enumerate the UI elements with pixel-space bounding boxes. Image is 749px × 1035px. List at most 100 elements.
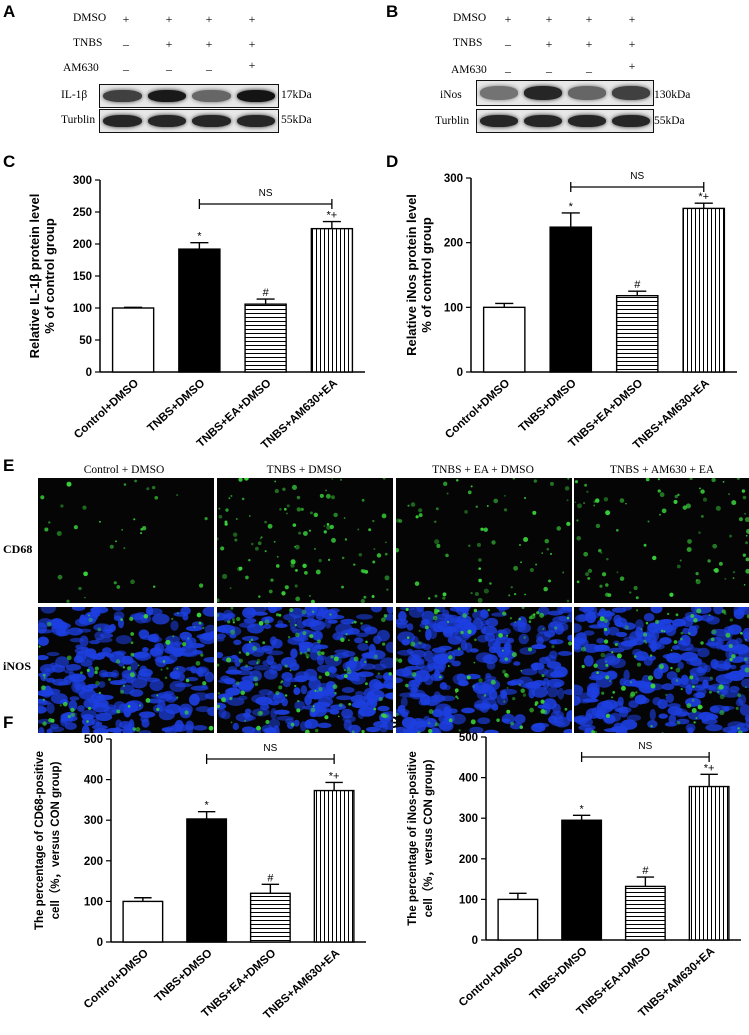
marker-dot: [605, 713, 610, 718]
marker-dot: [116, 585, 121, 589]
nucleus-dot: [145, 607, 154, 616]
panel-label-e: E: [3, 456, 15, 475]
marker-dot: [129, 672, 135, 678]
nucleus-dot: [742, 627, 749, 639]
marker-dot: [467, 490, 472, 495]
marker-dot: [652, 555, 657, 561]
marker-dot: [490, 679, 496, 685]
marker-dot: [410, 641, 416, 647]
nucleus-dot: [138, 711, 156, 718]
marker-dot: [581, 664, 585, 669]
marker-dot: [66, 599, 70, 603]
marker-dot: [315, 569, 321, 575]
nucleus-dot: [217, 633, 226, 639]
ns-label: NS: [259, 188, 273, 199]
blot-a-strip-il1b: [99, 84, 279, 108]
nucleus-dot: [259, 703, 270, 711]
marker-dot: [295, 568, 298, 572]
nucleus-dot: [513, 661, 521, 666]
nucleus-dot: [585, 708, 601, 719]
nucleus-dot: [430, 694, 446, 703]
marker-dot: [217, 663, 220, 667]
marker-dot: [611, 651, 614, 654]
marker-dot: [275, 564, 280, 568]
y-tick-label: 200: [459, 854, 478, 866]
nucleus-dot: [38, 636, 49, 646]
marker-dot: [687, 632, 691, 635]
nucleus-dot: [629, 678, 637, 687]
blot-a-sign: –: [206, 62, 212, 76]
nucleus-dot: [188, 693, 200, 706]
marker-dot: [364, 660, 367, 664]
nucleus-dot: [281, 672, 293, 681]
marker-dot: [455, 695, 458, 699]
nucleus-dot: [497, 649, 516, 661]
nucleus-dot: [263, 623, 272, 629]
marker-dot: [658, 663, 665, 669]
nucleus-dot: [302, 705, 318, 710]
nucleus-dot: [253, 664, 271, 671]
nucleus-dot: [474, 703, 493, 709]
nucleus-dot: [386, 607, 393, 614]
marker-dot: [498, 633, 503, 638]
nucleus-dot: [360, 663, 376, 670]
marker-dot: [729, 618, 733, 622]
nucleus-dot: [181, 635, 191, 642]
nucleus-dot: [657, 699, 668, 710]
marker-dot: [341, 585, 344, 589]
marker-dot: [388, 672, 392, 676]
marker-dot: [523, 536, 529, 543]
marker-dot: [675, 613, 679, 617]
nucleus-dot: [341, 629, 354, 636]
marker-dot: [650, 683, 656, 689]
nucleus-dot: [38, 654, 49, 661]
nucleus-dot: [115, 650, 127, 656]
nucleus-dot: [410, 686, 418, 694]
marker-dot: [284, 694, 288, 697]
nucleus-dot: [419, 694, 431, 706]
marker-dot: [275, 613, 280, 617]
nucleus-dot: [542, 677, 550, 690]
significance-mark: #: [642, 865, 649, 877]
blot-b-sign: –: [586, 64, 592, 78]
marker-dot: [204, 517, 208, 521]
bar: [682, 207, 726, 373]
nucleus-dot: [81, 725, 90, 733]
marker-dot: [448, 718, 453, 723]
marker-dot: [238, 478, 243, 482]
marker-dot: [700, 489, 705, 494]
nucleus-dot: [528, 689, 535, 699]
significance-mark: #: [634, 279, 641, 291]
nucleus-dot: [574, 684, 584, 696]
nucleus-dot: [648, 640, 662, 650]
marker-dot: [695, 579, 698, 582]
marker-dot: [289, 669, 292, 672]
marker-dot: [384, 552, 388, 556]
marker-dot: [398, 519, 403, 523]
marker-dot: [729, 534, 733, 538]
if-row-label: iNOS: [3, 659, 32, 673]
marker-dot: [348, 702, 351, 706]
marker-dot: [535, 563, 538, 566]
marker-dot: [523, 636, 527, 639]
marker-dot: [447, 620, 450, 624]
marker-dot: [737, 727, 740, 730]
marker-dot: [66, 481, 69, 484]
nucleus-dot: [258, 689, 272, 696]
marker-dot: [287, 636, 291, 639]
marker-dot: [621, 685, 626, 691]
cd68-micrograph: [217, 478, 393, 603]
marker-dot: [132, 727, 137, 731]
marker-dot: [689, 478, 693, 481]
marker-dot: [344, 538, 348, 541]
nucleus-dot: [251, 708, 270, 717]
nucleus-dot: [168, 653, 178, 663]
marker-dot: [46, 621, 52, 627]
marker-dot: [745, 528, 749, 534]
marker-dot: [42, 721, 47, 726]
marker-dot: [502, 669, 506, 674]
marker-dot: [629, 591, 632, 594]
nucleus-dot: [647, 720, 658, 729]
marker-dot: [97, 627, 102, 632]
marker-dot: [202, 681, 207, 686]
